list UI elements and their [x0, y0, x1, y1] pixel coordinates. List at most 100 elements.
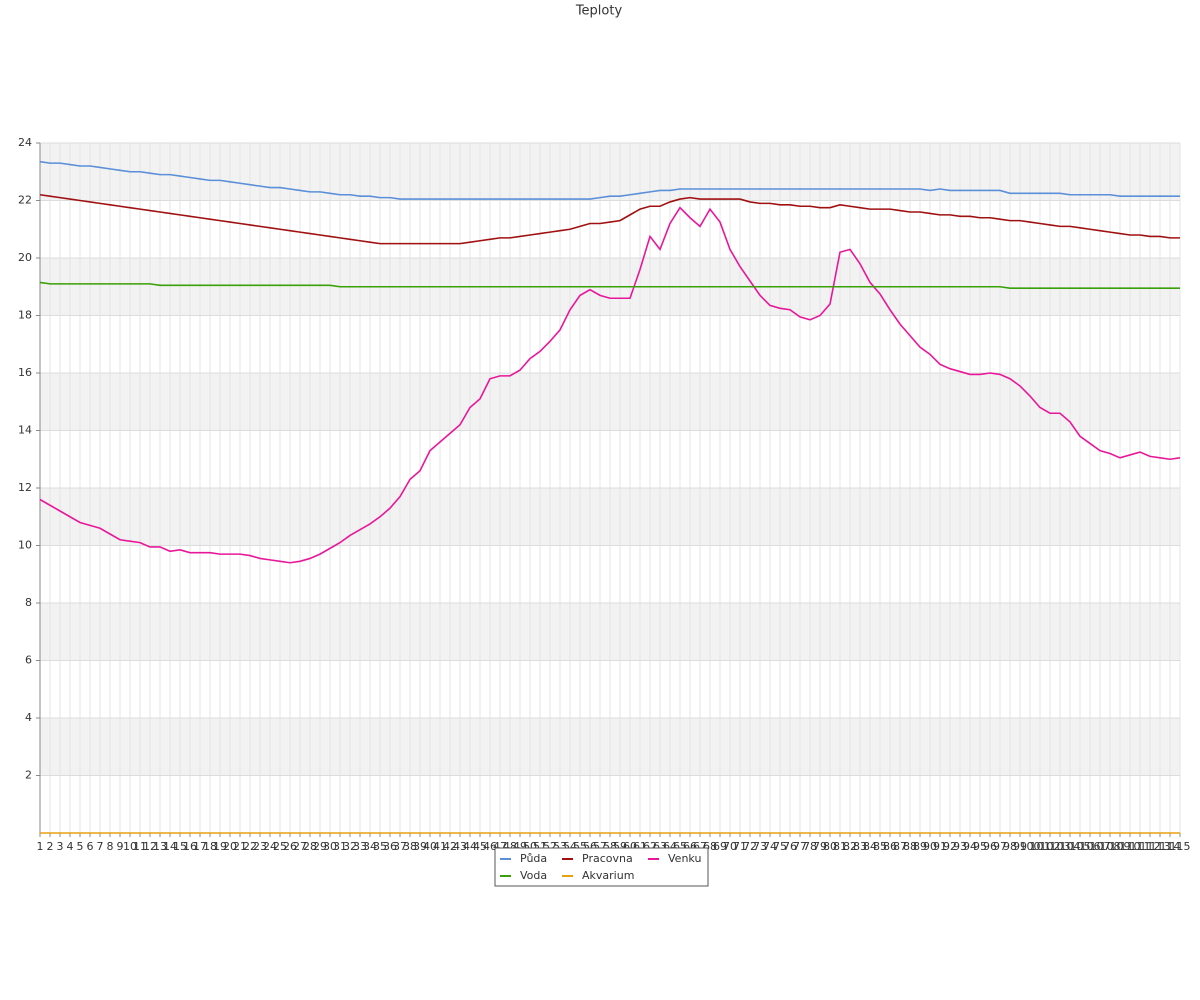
y-tick-label: 16	[18, 366, 32, 379]
x-tick-label: 79	[813, 840, 827, 853]
x-tick-label: 78	[803, 840, 817, 853]
x-tick-label: 88	[903, 840, 917, 853]
legend-label: Akvarium	[582, 869, 634, 882]
y-tick-label: 18	[18, 309, 32, 322]
x-tick-label: 107	[1090, 840, 1111, 853]
x-tick-label: 85	[873, 840, 887, 853]
x-tick-label: 96	[983, 840, 997, 853]
x-tick-label: 84	[863, 840, 877, 853]
x-tick-label: 5	[77, 840, 84, 853]
x-tick-label: 36	[383, 840, 397, 853]
x-tick-label: 2	[47, 840, 54, 853]
x-tick-label: 40	[423, 840, 437, 853]
x-tick-label: 108	[1100, 840, 1121, 853]
x-tick-label: 99	[1013, 840, 1027, 853]
x-tick-label: 95	[973, 840, 987, 853]
x-tick-label: 90	[923, 840, 937, 853]
y-tick-label: 14	[18, 424, 32, 437]
x-tick-label: 113	[1150, 840, 1171, 853]
x-tick-label: 4	[67, 840, 74, 853]
x-tick-label: 43	[453, 840, 467, 853]
y-tick-label: 22	[18, 194, 32, 207]
x-tick-label: 77	[793, 840, 807, 853]
x-tick-label: 98	[1003, 840, 1017, 853]
x-tick-label: 94	[963, 840, 977, 853]
x-tick-label: 11	[133, 840, 147, 853]
x-tick-label: 44	[463, 840, 477, 853]
series-line	[39, 193, 1180, 245]
x-tick-label: 75	[773, 840, 787, 853]
x-tick-label: 105	[1070, 840, 1091, 853]
x-tick-label: 9	[117, 840, 124, 853]
x-tick-label: 19	[213, 840, 227, 853]
y-tick-label: 10	[18, 539, 32, 552]
x-tick-label: 71	[733, 840, 747, 853]
x-tick-label: 31	[333, 840, 347, 853]
y-tick-label: 4	[25, 711, 32, 724]
legend-label: Pracovna	[582, 852, 633, 865]
y-tick-label: 8	[25, 596, 32, 609]
x-tick-label: 81	[833, 840, 847, 853]
x-tick-label: 3	[57, 840, 64, 853]
y-tick-label: 2	[25, 769, 32, 782]
x-tick-label: 7	[97, 840, 104, 853]
x-tick-label: 42	[443, 840, 457, 853]
x-tick-label: 17	[193, 840, 207, 853]
legend-label: Voda	[520, 869, 547, 882]
x-tick-label: 1	[37, 840, 44, 853]
legend-label: Venku	[668, 852, 701, 865]
x-tick-label: 12	[143, 840, 157, 853]
x-tick-label: 114	[1160, 840, 1181, 853]
x-tick-label: 92	[943, 840, 957, 853]
x-tick-label: 33	[353, 840, 367, 853]
x-tick-label: 6	[87, 840, 94, 853]
x-tick-label: 8	[107, 840, 114, 853]
x-tick-label: 115	[1170, 840, 1191, 853]
x-tick-label: 97	[993, 840, 1007, 853]
x-tick-label: 26	[283, 840, 297, 853]
x-tick-label: 37	[393, 840, 407, 853]
x-tick-label: 45	[473, 840, 487, 853]
legend-label: Půda	[520, 852, 547, 865]
x-tick-label: 15	[173, 840, 187, 853]
x-tick-label: 104	[1060, 840, 1081, 853]
x-tick-label: 46	[483, 840, 497, 853]
x-tick-label: 29	[313, 840, 327, 853]
x-tick-label: 30	[323, 840, 337, 853]
x-tick-label: 100	[1020, 840, 1041, 853]
x-tick-label: 91	[933, 840, 947, 853]
x-tick-label: 86	[883, 840, 897, 853]
series-line	[39, 160, 1180, 200]
x-tick-label: 28	[303, 840, 317, 853]
x-tick-label: 20	[223, 840, 237, 853]
x-tick-label: 103	[1050, 840, 1071, 853]
x-tick-label: 76	[783, 840, 797, 853]
x-tick-label: 89	[913, 840, 927, 853]
x-tick-label: 87	[893, 840, 907, 853]
x-tick-label: 74	[763, 840, 777, 853]
x-tick-label: 112	[1140, 840, 1161, 853]
x-tick-label: 41	[433, 840, 447, 853]
x-tick-label: 101	[1030, 840, 1051, 853]
x-tick-label: 13	[153, 840, 167, 853]
series-line	[39, 281, 1180, 289]
x-tick-label: 110	[1120, 840, 1141, 853]
x-tick-label: 25	[273, 840, 287, 853]
x-tick-label: 14	[163, 840, 177, 853]
chart-title: Teploty	[575, 4, 623, 19]
x-tick-label: 18	[203, 840, 217, 853]
x-tick-label: 111	[1130, 840, 1151, 853]
x-tick-label: 27	[293, 840, 307, 853]
x-tick-label: 93	[953, 840, 967, 853]
x-tick-label: 73	[753, 840, 767, 853]
x-tick-label: 32	[343, 840, 357, 853]
series-line	[39, 206, 1181, 564]
x-tick-label: 23	[253, 840, 267, 853]
x-tick-label: 109	[1110, 840, 1131, 853]
x-tick-label: 39	[413, 840, 427, 853]
x-tick-label: 35	[373, 840, 387, 853]
y-tick-label: 24	[18, 136, 32, 149]
y-tick-label: 6	[25, 654, 32, 667]
x-tick-label: 69	[713, 840, 727, 853]
